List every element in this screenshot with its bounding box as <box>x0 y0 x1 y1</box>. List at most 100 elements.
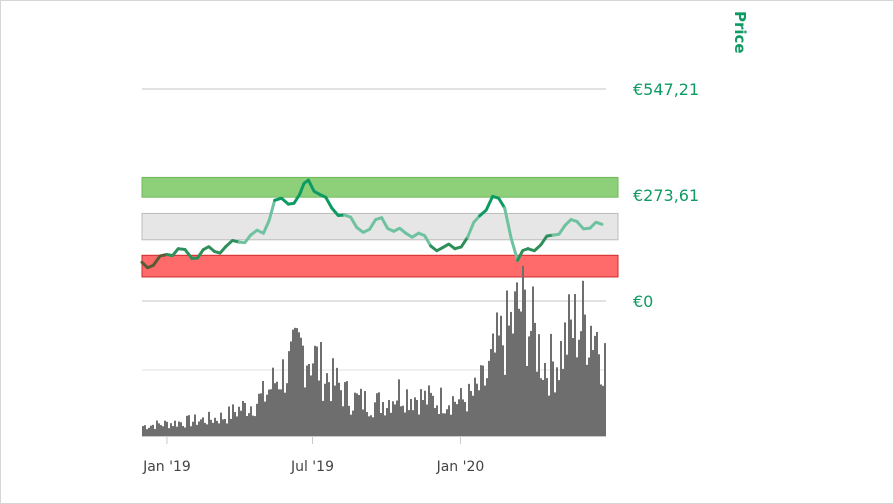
volume-bar <box>158 423 160 436</box>
price-line-segment <box>539 233 555 247</box>
volume-bar <box>212 422 214 436</box>
volume-bar <box>202 417 204 436</box>
volume-bar <box>432 395 434 436</box>
volume-bar <box>300 337 302 436</box>
volume-bar <box>594 335 596 436</box>
volume-bar <box>182 426 184 436</box>
volume-bar <box>544 363 546 436</box>
volume-bar <box>232 404 234 436</box>
volume-bar <box>184 427 186 436</box>
volume-bar <box>408 410 410 436</box>
volume-bar <box>270 389 272 436</box>
volume-bar <box>190 426 192 436</box>
volume-bar <box>466 411 468 436</box>
volume-bar <box>224 419 226 436</box>
volume-bar <box>350 414 352 436</box>
volume-bar <box>364 391 366 436</box>
volume-bar <box>480 365 482 436</box>
volume-bar <box>144 425 146 436</box>
volume-bar <box>326 373 328 436</box>
volume-bar <box>266 394 268 436</box>
volume-bar <box>254 416 256 436</box>
price-tick-label: €547,21 <box>633 80 699 99</box>
volume-bar <box>548 395 550 436</box>
volume-bar <box>510 311 512 436</box>
volume-bar <box>440 387 442 436</box>
volume-bar <box>532 286 534 436</box>
volume-bar <box>230 418 232 436</box>
volume-bar <box>234 412 236 436</box>
volume-bar <box>316 346 318 436</box>
volume-bar <box>478 390 480 436</box>
volume-bar <box>522 265 524 436</box>
volume-bar <box>508 325 510 436</box>
volume-bar <box>208 411 210 436</box>
volume-bar <box>460 388 462 436</box>
volume-bar <box>260 393 262 436</box>
price-line-segment <box>526 243 543 253</box>
volume-bar <box>340 390 342 436</box>
volume-bar <box>474 377 476 436</box>
volume-bar <box>188 415 190 436</box>
volume-bar <box>472 395 474 436</box>
volume-bar <box>342 406 344 436</box>
price-line-segment <box>151 253 169 267</box>
volume-bar <box>528 336 530 436</box>
volume-bar <box>356 393 358 436</box>
volume-bar <box>264 401 266 436</box>
volume-bar <box>268 389 270 436</box>
volume-bar <box>578 339 580 436</box>
volume-bar <box>434 408 436 436</box>
volume-bar <box>552 361 554 436</box>
volume-bar <box>394 404 396 436</box>
volume-bar <box>282 359 284 436</box>
volume-bar <box>424 390 426 436</box>
volume-bar <box>246 416 248 436</box>
volume-bar <box>166 421 168 436</box>
volume-bar <box>580 331 582 436</box>
price-line-segment <box>491 194 507 210</box>
volume-bar <box>310 375 312 436</box>
y-axis-title: Price <box>731 11 749 54</box>
price-line-segment <box>551 223 567 237</box>
volume-bar <box>492 333 494 436</box>
volume-bar <box>596 331 598 436</box>
volume-bar <box>436 405 438 436</box>
volume-bar <box>258 393 260 436</box>
volume-bar <box>238 406 240 436</box>
volume-bar <box>228 406 230 436</box>
volume-bar <box>252 415 254 436</box>
volume-bar <box>354 392 356 436</box>
volume-bar <box>602 385 604 436</box>
volume-bar <box>180 422 182 436</box>
volume-bar <box>286 383 288 436</box>
price-line-segment <box>330 206 347 218</box>
volume-bar <box>276 381 278 436</box>
price-line-segment <box>237 233 253 245</box>
volume-bar <box>174 420 176 436</box>
price-line-segment <box>306 178 322 196</box>
volume-bar <box>330 401 332 436</box>
volume-bar <box>200 419 202 436</box>
band-red <box>141 254 619 278</box>
volume-bar <box>546 378 548 436</box>
volume-bar <box>176 426 178 436</box>
volume-bar <box>538 334 540 436</box>
volume-bar <box>386 408 388 436</box>
volume-bar <box>400 406 402 436</box>
band-layer <box>141 176 619 278</box>
volume-bar <box>348 405 350 436</box>
volume-bar <box>556 367 558 436</box>
volume-bar <box>430 392 432 436</box>
volume-bar <box>284 392 286 436</box>
volume-bar <box>292 329 294 436</box>
volume-bar <box>534 322 536 436</box>
x-tick-label: Jul '19 <box>290 459 334 475</box>
volume-bar <box>540 378 542 436</box>
price-line-segment <box>453 235 470 251</box>
volume-bar <box>220 412 222 436</box>
volume-bar <box>376 393 378 436</box>
price-line-segment <box>318 192 334 210</box>
volume-bar <box>456 404 458 436</box>
